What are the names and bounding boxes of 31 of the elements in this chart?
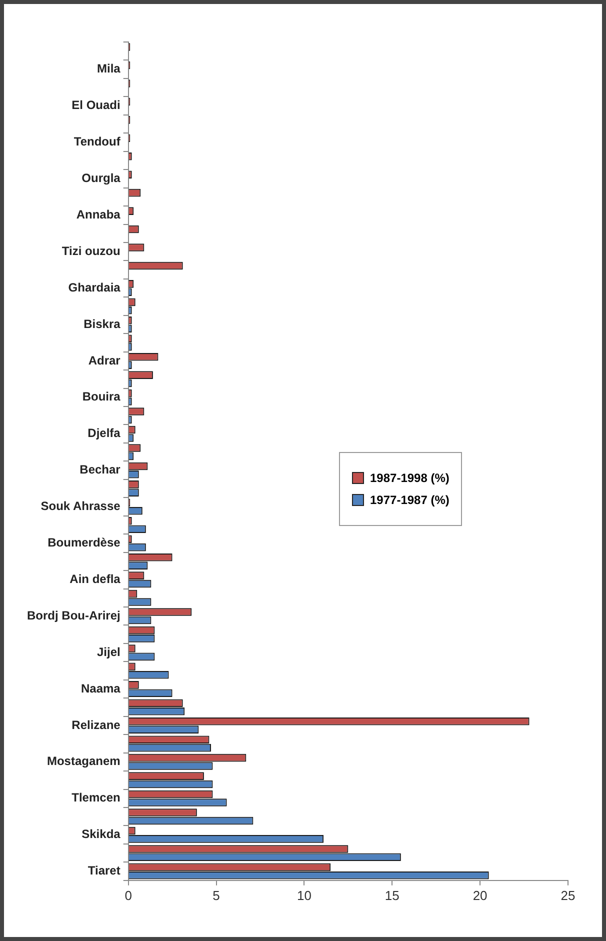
x-tick-label: 10: [296, 888, 312, 903]
y-tick-label: Ourgla: [82, 171, 121, 186]
y-tick-label: Ghardaia: [68, 280, 121, 294]
y-tick-label: El Ouadi: [72, 98, 120, 112]
y-tick-label: Tendouf: [74, 134, 122, 149]
y-tick-label: Tlemcen: [72, 790, 120, 805]
y-tick-label: Skikda: [82, 827, 121, 842]
y-tick-label: Annaba: [76, 207, 121, 222]
y-tick-label: Djelfa: [88, 426, 121, 440]
legend-label: 1987-1998 (%): [370, 471, 450, 485]
x-tick-label: 25: [560, 888, 576, 903]
legend-label: 1977-1987 (%): [370, 493, 450, 507]
y-tick-label: Relizane: [72, 718, 121, 732]
y-tick-label: Tiaret: [88, 864, 120, 878]
y-tick-label: Naama: [80, 681, 121, 696]
y-tick-label: Mila: [96, 62, 121, 76]
y-tick-label: Ain defla: [70, 572, 121, 586]
y-tick-label: Bechar: [80, 462, 121, 477]
y-tick-label: Bouira: [82, 390, 121, 404]
x-tick-label: 20: [472, 888, 488, 903]
y-tick-label: Mostaganem: [46, 754, 120, 768]
x-tick-label: 5: [212, 888, 220, 903]
y-tick-label: Souk Ahrasse: [40, 499, 121, 514]
y-tick-label: Boumerdèse: [48, 536, 121, 550]
y-tick-label: Jijel: [96, 644, 120, 659]
y-tick-label: Tizi ouzou: [62, 244, 120, 258]
x-tick-label: 0: [124, 888, 132, 903]
x-tick-label: 15: [384, 888, 400, 903]
y-tick-label: Adrar: [88, 353, 121, 368]
y-tick-label: Biskra: [84, 316, 121, 331]
y-tick-label: Bordj Bou-Arirej: [26, 608, 120, 622]
